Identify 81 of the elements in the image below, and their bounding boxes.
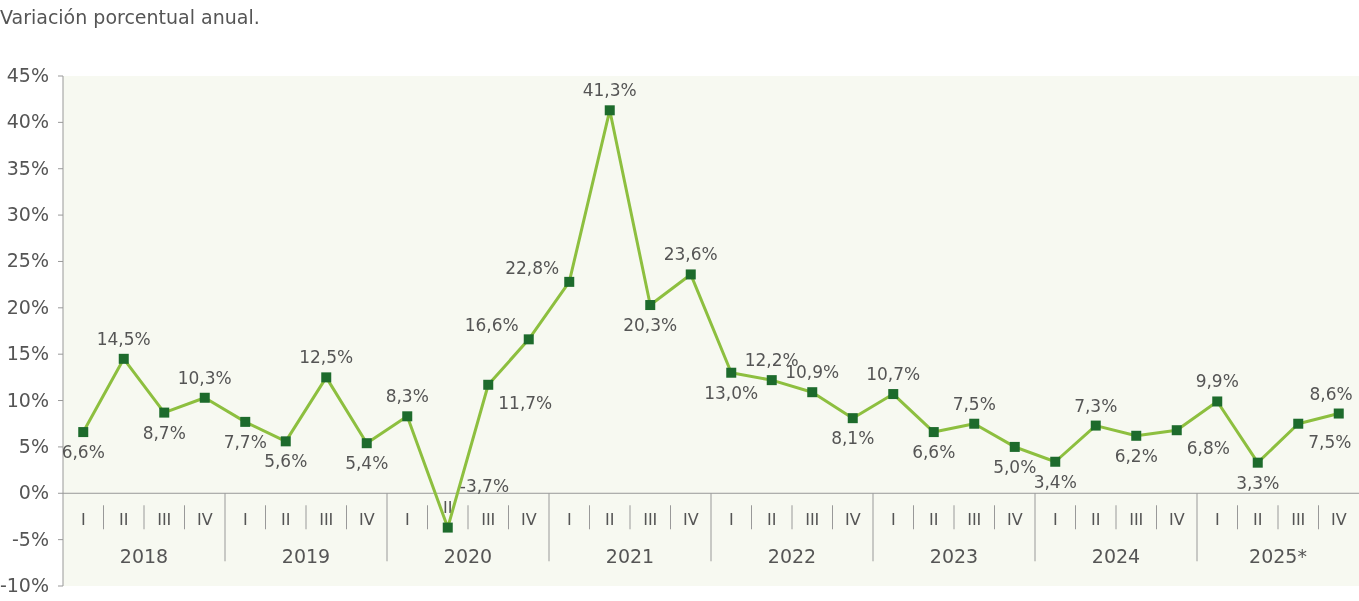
x-tick-label: III [805,510,820,530]
y-tick-label: 35% [6,156,49,179]
x-tick-label: III [481,510,496,530]
y-tick-label: -10% [0,574,49,596]
y-tick-label: 30% [6,203,49,226]
x-tick-label: I [566,510,572,530]
data-label: 23,6% [663,244,718,265]
x-tick-label: II [443,498,453,518]
data-label: 13,0% [704,382,759,403]
chart-title: Variación porcentual anual. [0,6,260,28]
data-label: 6,2% [1114,445,1158,466]
y-tick-label: 45% [6,64,49,86]
annotation: 2024 [1091,545,1141,568]
data-label: 7,7% [223,431,267,452]
x-tick-label: IV [1168,510,1185,530]
x-tick-label: II [929,510,939,530]
data-label: 22,8% [505,257,560,278]
y-tick-label: -5% [12,527,49,550]
data-label: 11,7% [498,392,553,413]
y-tick-label: 20% [6,295,49,318]
data-label: 12,5% [299,347,354,368]
x-tick-label: I [1052,510,1058,530]
x-tick-label: III [967,510,982,530]
data-label: 10,3% [177,367,232,388]
x-tick-label: III [1129,510,1144,530]
x-tick-label: III [319,510,334,530]
x-tick-label: III [643,510,658,530]
annotation: 2018 [119,545,169,568]
x-tick-label: I [1214,510,1220,530]
data-label: 8,3% [385,386,429,407]
x-tick-label: IV [844,510,861,530]
x-tick-label: II [281,510,291,530]
x-tick-label: I [404,510,410,530]
annotation: 2020 [443,545,493,568]
annotation: 2021 [605,545,655,568]
data-label: 5,6% [264,451,308,472]
x-tick-label: I [242,510,248,530]
data-label: 7,5% [952,393,996,414]
annotation: 2023 [929,545,979,568]
data-label: 7,3% [1074,395,1118,416]
data-label: 5,4% [345,453,389,474]
x-tick-label: III [1291,510,1306,530]
x-tick-label: I [890,510,896,530]
x-tick-label: I [728,510,734,530]
x-tick-label: II [767,510,777,530]
data-label: 8,7% [142,422,186,443]
data-label: 3,3% [1236,472,1280,493]
x-tick-label: IV [682,510,699,530]
x-tick-label: IV [358,510,375,530]
x-tick-label: II [1253,510,1263,530]
data-label: 8,1% [831,428,875,449]
x-tick-label: II [119,510,129,530]
x-tick-label: IV [1006,510,1023,530]
data-label: 7,5% [1308,431,1352,452]
data-label: 6,8% [1186,438,1230,459]
data-label: 8,6% [1309,383,1353,404]
data-label: 14,5% [96,328,151,349]
x-tick-label: IV [196,510,213,530]
data-label: 16,6% [464,315,519,336]
data-label: -3,7% [459,475,510,496]
x-tick-label: IV [520,510,537,530]
y-tick-label: 5% [18,434,49,457]
x-tick-label: III [157,510,172,530]
y-tick-label: 0% [18,481,49,504]
y-tick-label: 10% [6,388,49,411]
data-label: 6,6% [912,442,956,463]
data-label: 10,7% [866,364,921,385]
x-tick-label: II [1091,510,1101,530]
annotation: 2022 [767,545,817,568]
annotation: 2019 [281,545,331,568]
data-label: 6,6% [61,442,105,463]
annotation: 2025* [1249,545,1307,568]
y-tick-label: 40% [6,110,49,133]
x-tick-label: IV [1330,510,1347,530]
data-label: 20,3% [623,315,678,336]
data-label: 41,3% [582,80,637,101]
data-label: 9,9% [1195,371,1239,392]
x-tick-label: II [605,510,615,530]
x-tick-label: I [80,510,86,530]
y-tick-label: 25% [6,249,49,272]
y-tick-label: 15% [6,342,49,365]
